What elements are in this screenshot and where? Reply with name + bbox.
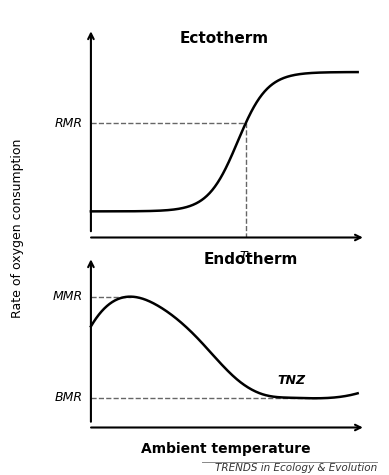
Text: Rate of oxygen consumption: Rate of oxygen consumption — [11, 138, 24, 318]
Text: Ambient temperature: Ambient temperature — [141, 442, 310, 456]
Text: TNZ: TNZ — [277, 374, 305, 387]
Text: TRENDS in Ecology & Evolution: TRENDS in Ecology & Evolution — [215, 463, 377, 473]
Text: Ectotherm: Ectotherm — [180, 31, 269, 46]
Text: BMR: BMR — [55, 391, 83, 404]
Text: MMR: MMR — [53, 290, 83, 303]
Text: Tr: Tr — [240, 250, 252, 263]
Text: RMR: RMR — [55, 117, 83, 130]
Text: Endotherm: Endotherm — [204, 252, 298, 267]
